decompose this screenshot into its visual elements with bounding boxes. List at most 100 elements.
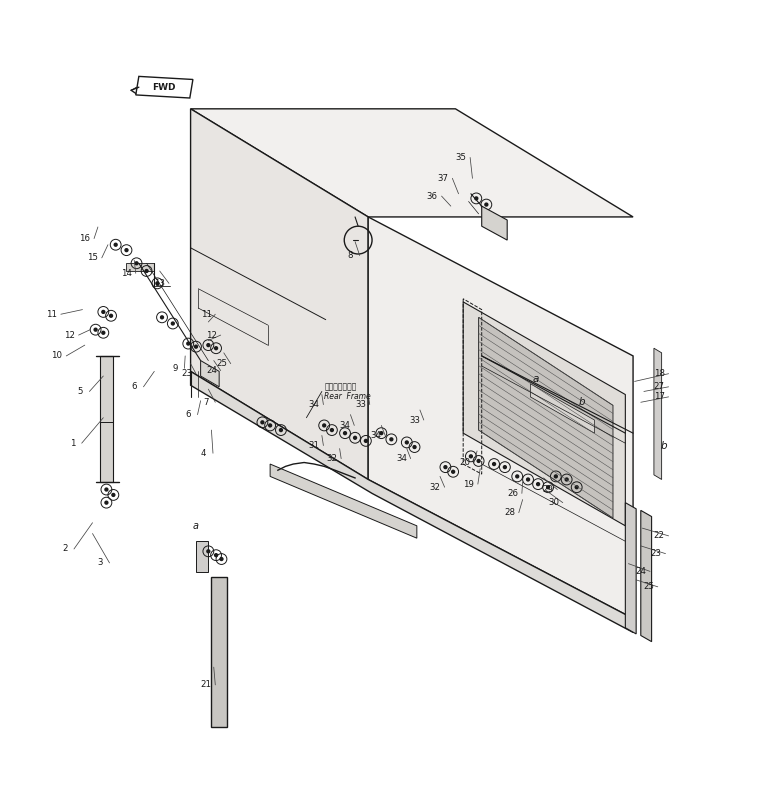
- Circle shape: [206, 343, 211, 347]
- Text: 11: 11: [46, 310, 57, 319]
- Circle shape: [546, 485, 550, 490]
- Text: 2: 2: [62, 545, 67, 553]
- Text: a: a: [193, 521, 199, 531]
- Text: 32: 32: [326, 454, 337, 463]
- Circle shape: [105, 487, 108, 492]
- Circle shape: [160, 315, 164, 319]
- Text: Rear  Frame: Rear Frame: [324, 392, 371, 402]
- Text: 20: 20: [460, 458, 470, 467]
- Text: b: b: [660, 440, 667, 450]
- Text: 35: 35: [456, 153, 467, 162]
- Circle shape: [268, 424, 272, 428]
- Circle shape: [484, 203, 488, 207]
- Circle shape: [170, 321, 175, 325]
- Text: 8: 8: [348, 251, 353, 260]
- Circle shape: [109, 314, 113, 318]
- Text: 13: 13: [154, 279, 165, 288]
- Text: 33: 33: [355, 400, 366, 409]
- Circle shape: [526, 477, 530, 482]
- Text: 1: 1: [70, 439, 75, 448]
- Polygon shape: [136, 76, 193, 98]
- Circle shape: [155, 281, 160, 285]
- Polygon shape: [270, 464, 417, 538]
- Circle shape: [515, 474, 519, 479]
- Circle shape: [443, 465, 448, 469]
- Polygon shape: [126, 263, 154, 271]
- Circle shape: [553, 474, 558, 479]
- Text: 17: 17: [654, 392, 665, 402]
- Circle shape: [279, 428, 283, 432]
- Polygon shape: [654, 348, 662, 479]
- Text: 34: 34: [370, 431, 381, 440]
- Circle shape: [363, 439, 368, 443]
- Text: 34: 34: [308, 400, 319, 409]
- Polygon shape: [641, 510, 652, 641]
- Text: 24: 24: [206, 366, 217, 375]
- Circle shape: [214, 553, 219, 557]
- Text: 25: 25: [643, 582, 654, 591]
- Text: 32: 32: [430, 483, 441, 492]
- Circle shape: [102, 310, 105, 314]
- Circle shape: [105, 501, 108, 505]
- Circle shape: [111, 493, 115, 497]
- Text: 9: 9: [173, 364, 177, 373]
- Text: 23: 23: [651, 549, 662, 558]
- Text: 29: 29: [542, 485, 553, 494]
- Circle shape: [536, 482, 540, 487]
- Circle shape: [214, 346, 219, 351]
- Text: a: a: [532, 374, 539, 384]
- Circle shape: [343, 431, 347, 435]
- Text: 18: 18: [654, 369, 665, 378]
- Circle shape: [194, 344, 198, 349]
- Text: 27: 27: [654, 382, 665, 391]
- Text: 5: 5: [78, 387, 83, 396]
- Text: 21: 21: [201, 681, 212, 689]
- Polygon shape: [463, 302, 625, 526]
- Polygon shape: [191, 371, 633, 633]
- Polygon shape: [368, 217, 633, 619]
- Text: 34: 34: [396, 454, 407, 463]
- Text: 15: 15: [87, 253, 98, 263]
- Text: リヤーフレーム: リヤーフレーム: [324, 382, 356, 391]
- Circle shape: [412, 445, 417, 450]
- Circle shape: [492, 462, 496, 466]
- Text: 37: 37: [438, 174, 449, 183]
- Text: 4: 4: [201, 449, 206, 457]
- Circle shape: [322, 424, 326, 428]
- Circle shape: [389, 437, 394, 442]
- Text: 22: 22: [654, 531, 665, 540]
- Circle shape: [503, 465, 507, 469]
- Circle shape: [94, 328, 98, 332]
- Circle shape: [574, 485, 579, 490]
- Text: 31: 31: [308, 441, 319, 450]
- Circle shape: [477, 459, 480, 463]
- Polygon shape: [196, 542, 208, 572]
- Text: 16: 16: [79, 234, 91, 243]
- Polygon shape: [100, 356, 113, 482]
- Circle shape: [474, 196, 478, 200]
- Text: 10: 10: [51, 351, 63, 361]
- Polygon shape: [191, 108, 633, 217]
- Polygon shape: [625, 503, 636, 634]
- Circle shape: [260, 421, 264, 424]
- Text: 19: 19: [463, 479, 474, 489]
- Circle shape: [102, 331, 105, 335]
- Text: 12: 12: [206, 331, 217, 340]
- Polygon shape: [212, 577, 227, 726]
- Circle shape: [144, 269, 149, 274]
- Circle shape: [451, 469, 455, 474]
- Text: 3: 3: [98, 558, 103, 567]
- Circle shape: [134, 261, 139, 266]
- Circle shape: [379, 431, 384, 435]
- Text: 6: 6: [132, 382, 137, 391]
- Circle shape: [405, 440, 409, 445]
- Text: 28: 28: [504, 509, 515, 517]
- Circle shape: [124, 248, 129, 252]
- Polygon shape: [482, 206, 507, 240]
- Circle shape: [353, 435, 357, 440]
- Text: 7: 7: [203, 398, 208, 407]
- Text: 14: 14: [121, 269, 132, 277]
- Circle shape: [206, 549, 211, 553]
- Circle shape: [564, 477, 569, 482]
- Circle shape: [469, 454, 473, 458]
